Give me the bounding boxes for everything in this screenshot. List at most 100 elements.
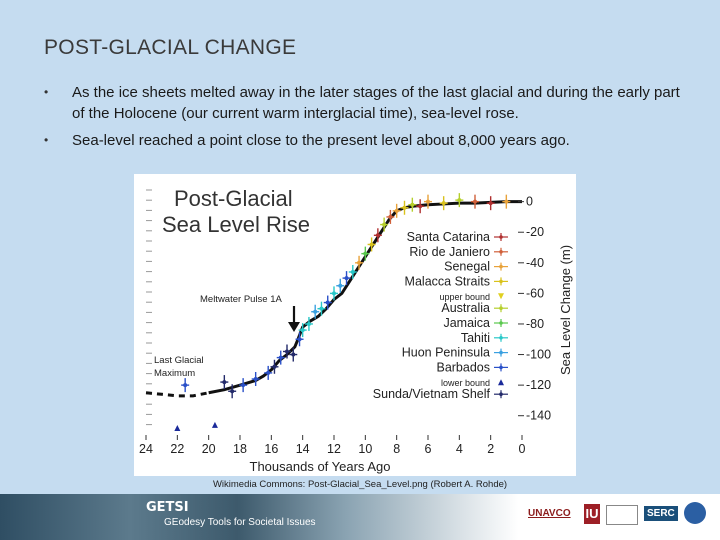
- data-point: [373, 228, 382, 243]
- data-point: [502, 194, 511, 209]
- bullet-item: • Sea-level reached a point close to the…: [44, 130, 684, 151]
- data-point: [220, 375, 229, 390]
- y-tick-label: 0: [526, 195, 533, 209]
- legend-label: Rio de Janiero: [409, 245, 490, 259]
- partner-logo: [606, 505, 638, 525]
- bullet-text: Sea-level reached a point close to the p…: [72, 132, 570, 149]
- data-point: [181, 378, 190, 393]
- x-tick-label: 8: [393, 442, 400, 456]
- data-point: [408, 197, 417, 212]
- legend-marker: [494, 247, 508, 256]
- sea-level-figure: Post-Glacial Sea Level Rise 24 22 20 18 16 14…: [134, 174, 576, 476]
- iu-logo: IU: [584, 504, 600, 524]
- sea-level-chart: Post-Glacial Sea Level Rise 24 22 20 18 16 14…: [139, 186, 573, 474]
- y-tick-label: -60: [526, 286, 544, 300]
- x-tick-label: 24: [139, 442, 153, 456]
- legend-label: Australia: [441, 301, 490, 315]
- legend-label: lower bound: [441, 378, 490, 388]
- x-tick-label: 6: [425, 442, 432, 456]
- data-point: [355, 255, 364, 270]
- legend-marker: [494, 262, 508, 271]
- y-tick-label: -20: [526, 225, 544, 239]
- bullet-list: • As the ice sheets melted away in the l…: [44, 82, 684, 157]
- data-point: [400, 200, 409, 215]
- y-tick-label: -120: [526, 378, 551, 392]
- data-point: [311, 304, 320, 319]
- data-point: [361, 246, 370, 261]
- data-point: [228, 384, 237, 399]
- data-point: [317, 301, 326, 316]
- data-point: [174, 424, 181, 431]
- data-point: [289, 347, 298, 362]
- legend-marker: [494, 319, 508, 327]
- getsi-logo: GETSI: [146, 500, 189, 515]
- legend-marker: [494, 277, 508, 286]
- data-point: [336, 278, 345, 293]
- unavco-logo: UNAVCO: [528, 508, 571, 519]
- x-tick-label: 12: [327, 442, 341, 456]
- annotation-last-glacial-line2: Maximum: [154, 368, 195, 379]
- serc-logo: SERC: [644, 506, 678, 521]
- legend-label: Tahiti: [461, 331, 490, 345]
- x-tick-label: 16: [264, 442, 278, 456]
- y-tick-label: -100: [526, 348, 551, 362]
- footer-banner: GETSI GEodesy Tools for Societal Issues …: [0, 494, 720, 540]
- legend-marker: [494, 304, 508, 313]
- legend-marker: [494, 363, 508, 372]
- meltwater-pulse-arrowhead: [288, 322, 300, 332]
- data-point: [276, 350, 285, 365]
- legend-label: Senegal: [444, 260, 490, 274]
- data-point: [298, 323, 307, 338]
- legend-marker: [494, 333, 508, 342]
- x-tick-label: 4: [456, 442, 463, 456]
- legend-label: Malacca Straits: [405, 274, 490, 288]
- data-point: [439, 196, 448, 211]
- legend-marker: [494, 348, 508, 357]
- bullet-dot: •: [44, 133, 49, 147]
- data-point: [264, 365, 273, 380]
- data-point: [455, 193, 464, 208]
- data-point: [392, 203, 401, 218]
- legend-marker: [498, 379, 504, 386]
- legend-marker: [494, 390, 508, 399]
- y-tick-label: -140: [526, 409, 551, 423]
- y-axis-label: Sea Level Change (m): [558, 245, 573, 375]
- legend-label: Jamaica: [443, 316, 490, 330]
- legend-marker: [498, 293, 504, 300]
- slide-title: POST-GLACIAL CHANGE: [44, 36, 297, 59]
- bullet-text: As the ice sheets melted away in the lat…: [72, 84, 680, 122]
- sea-level-curve-dashed: [145, 391, 209, 398]
- y-tick-label: -40: [526, 256, 544, 270]
- bullet-dot: •: [44, 85, 49, 99]
- getsi-tagline: GEodesy Tools for Societal Issues: [164, 517, 316, 528]
- data-point: [323, 295, 332, 310]
- data-point: [367, 237, 376, 252]
- annotation-meltwater-pulse: Meltwater Pulse 1A: [200, 294, 283, 305]
- chart-title-line1: Post-Glacial: [174, 186, 293, 211]
- data-point: [330, 286, 338, 301]
- legend-label: Santa Catarina: [407, 230, 490, 244]
- data-point: [304, 316, 313, 331]
- x-tick-label: 0: [519, 442, 526, 456]
- data-point: [239, 378, 248, 393]
- data-point: [471, 194, 479, 209]
- data-point: [211, 421, 218, 428]
- nsf-logo: [684, 502, 706, 524]
- y-tick-label: -80: [526, 317, 544, 331]
- data-point: [342, 271, 351, 286]
- x-tick-label: 20: [202, 442, 216, 456]
- data-point: [283, 344, 291, 359]
- x-axis-label: Thousands of Years Ago: [250, 459, 391, 474]
- data-point: [486, 196, 495, 211]
- legend-label: upper bound: [439, 292, 490, 302]
- data-point: [386, 209, 395, 224]
- legend-label: Sunda/Vietnam Shelf: [373, 387, 491, 401]
- x-tick-label: 2: [487, 442, 494, 456]
- x-tick-label: 10: [358, 442, 372, 456]
- data-point: [424, 194, 432, 209]
- legend-label: Huon Peninsula: [402, 346, 490, 360]
- data-point: [251, 372, 260, 387]
- legend-marker: [494, 233, 508, 241]
- data-point: [416, 199, 425, 214]
- legend-label: Barbados: [436, 360, 490, 374]
